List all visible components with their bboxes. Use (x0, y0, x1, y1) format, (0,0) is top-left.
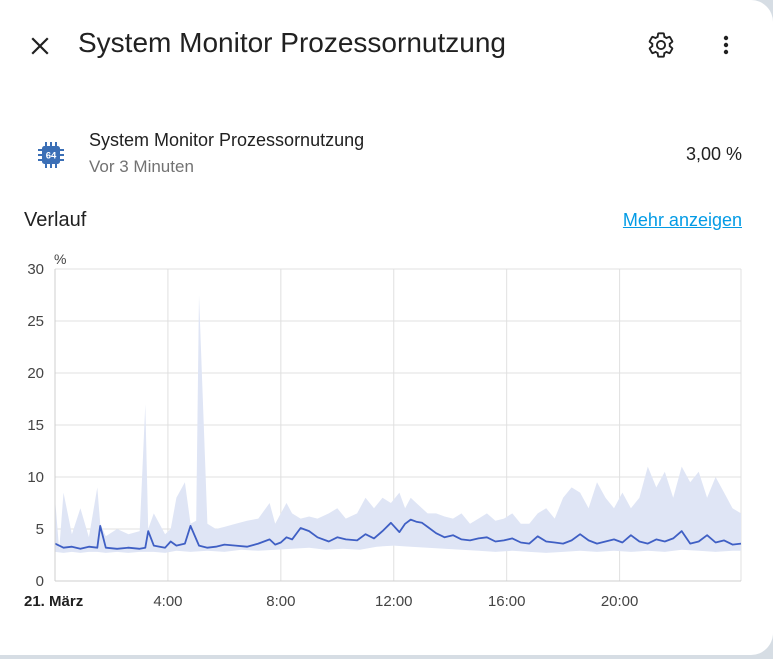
y-tick-label: 5 (36, 521, 44, 538)
entity-name: System Monitor Prozessornutzung (89, 130, 365, 150)
close-icon (31, 37, 49, 55)
x-tick-label: 12:00 (375, 593, 413, 610)
x-tick-label: 4:00 (153, 593, 182, 610)
y-tick-label: 20 (27, 365, 44, 382)
history-title: Verlauf (24, 209, 87, 231)
y-tick-label: 0 (36, 573, 44, 590)
x-tick-label: 21. März (24, 593, 83, 610)
y-tick-label: 30 (27, 261, 44, 278)
x-tick-label: 8:00 (266, 593, 295, 610)
close-button[interactable] (18, 24, 62, 68)
y-tick-label: 10 (27, 469, 44, 486)
x-tick-label: 16:00 (488, 593, 526, 610)
min-max-band (55, 295, 741, 553)
x-tick-label: 20:00 (601, 593, 639, 610)
y-unit-label: % (54, 251, 66, 267)
svg-text:64: 64 (46, 151, 57, 162)
y-tick-label: 15 (27, 417, 44, 434)
more-options-button[interactable] (704, 23, 748, 67)
dialog-header: System Monitor Prozessornutzung (0, 0, 773, 92)
show-more-link[interactable]: Mehr anzeigen (622, 210, 742, 230)
y-tick-label: 25 (27, 313, 44, 330)
gear-icon (648, 32, 674, 58)
entity-row: 64 System Monitor Prozessornutzung Vor 3… (0, 118, 773, 188)
entity-last-changed: Vor 3 Minuten (89, 157, 194, 176)
mean-series-line (54, 518, 742, 550)
cpu-64-bit-icon: 64 (38, 142, 64, 168)
entity-state: 3,00 % (685, 144, 742, 164)
history-chart[interactable]: 0 5 10 15 20 25 30 21. März 4:00 8:00 12:00 16:00 20… (0, 240, 773, 620)
dots-vertical-icon (723, 35, 729, 55)
dialog-title: System Monitor Prozessornutzung (78, 27, 506, 58)
settings-button[interactable] (639, 23, 683, 67)
